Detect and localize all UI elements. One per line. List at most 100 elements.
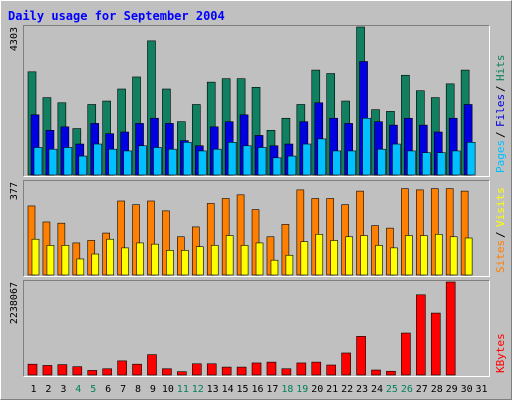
bar-sites-day-7 [117,200,125,276]
x-tick-label-day-26: 26 [401,384,413,395]
bar-kbytes-day-24 [371,369,381,376]
bar-kbytes-day-12 [191,363,202,376]
panel-1-side-label-sep-0: / [494,231,507,238]
bar-sites-day-10 [162,210,170,276]
bar-visits-day-18 [285,254,294,276]
bar-pages-day-19 [302,143,312,176]
bar-pages-day-9 [153,147,162,176]
bar-sites-day-17 [266,236,275,276]
bar-sites-day-18 [281,224,290,276]
bar-visits-day-19 [300,241,309,276]
panel-0-side-label-sep-0: / [494,131,507,138]
x-tick-label-day-5: 5 [90,384,96,395]
bar-kbytes-day-4 [72,366,83,376]
bar-kbytes-day-8 [132,363,142,376]
bar-visits-day-30 [464,237,473,276]
bar-kbytes-day-7 [117,360,127,376]
bar-sites-day-27 [416,189,424,276]
bar-pages-day-6 [108,148,117,176]
bar-kbytes-day-25 [386,370,396,376]
bar-kbytes-day-28 [430,312,441,376]
bar-sites-day-16 [251,209,260,276]
panel-2-border-light [23,280,490,377]
x-tick-label-day-4: 4 [75,384,81,395]
bar-pages-day-1 [33,147,43,176]
x-tick-label-day-25: 25 [386,384,398,395]
panel-1-side-label-visits: Visits [494,187,507,227]
bar-sites-day-26 [401,188,409,276]
bar-kbytes-day-9 [147,354,157,376]
bar-visits-day-23 [360,235,368,276]
chart-title: Daily usage for September 2004 [8,9,225,23]
x-tick-label-day-30: 30 [461,384,473,395]
bar-kbytes-day-26 [401,332,411,376]
bar-visits-day-28 [434,233,443,276]
x-tick-label-day-29: 29 [446,384,458,395]
bar-visits-day-29 [449,236,458,276]
panel-0-border-shadow [23,25,490,177]
bar-kbytes-day-27 [416,294,426,376]
x-tick-label-day-20: 20 [311,384,323,395]
bar-pages-day-18 [287,155,297,176]
bar-visits-day-17 [270,259,279,276]
bar-visits-day-1 [31,238,40,276]
bar-sites-day-9 [147,200,155,276]
bar-pages-day-25 [392,143,401,176]
bar-kbytes-day-16 [251,362,262,376]
bar-pages-day-27 [422,152,431,176]
bar-sites-day-21 [326,198,335,276]
bar-visits-day-13 [210,245,219,276]
bar-pages-day-21 [332,150,342,176]
bar-visits-day-16 [255,242,264,276]
bar-sites-day-19 [296,189,305,276]
x-tick-label-day-7: 7 [120,384,126,395]
x-tick-label-day-11: 11 [177,384,189,395]
bar-visits-day-9 [151,243,159,276]
bar-visits-day-20 [315,233,324,276]
bar-kbytes-day-17 [266,361,277,376]
x-tick-label-day-19: 19 [296,384,308,395]
bar-sites-day-28 [430,188,439,276]
x-tick-label-day-1: 1 [30,384,36,395]
panel-1-ymax-label: 377 [9,182,20,200]
bar-kbytes-day-21 [326,364,337,376]
x-tick-label-day-10: 10 [162,384,174,395]
x-tick-label-day-22: 22 [341,384,353,395]
bar-pages-day-14 [227,142,237,176]
bar-pages-day-23 [362,117,371,176]
x-tick-label-day-27: 27 [416,384,428,395]
bar-kbytes-day-29 [445,281,456,376]
bar-kbytes-day-1 [27,363,38,376]
bar-visits-day-27 [420,235,428,276]
panel-0-side-label-hits: Hits [494,55,507,82]
bar-pages-day-5 [93,143,103,176]
x-tick-label-day-9: 9 [150,384,156,395]
bar-sites-day-8 [132,204,140,276]
bar-pages-day-3 [63,147,73,176]
bar-kbytes-day-3 [57,364,68,376]
bar-kbytes-day-6 [102,368,112,376]
bar-visits-day-21 [330,240,339,276]
bar-pages-day-2 [48,148,58,176]
panel-2-border-shadow [23,280,490,377]
bar-visits-day-12 [195,246,204,276]
bar-sites-day-13 [206,203,215,276]
x-tick-label-day-13: 13 [207,384,219,395]
bar-visits-day-14 [225,235,234,276]
bar-kbytes-day-2 [42,365,53,376]
bar-pages-day-26 [407,150,416,176]
bar-pages-day-28 [436,152,446,176]
x-tick-label-day-15: 15 [237,384,249,395]
bar-visits-day-6 [106,238,114,276]
panel-0-side-label-pages: Pages [494,140,507,173]
bar-pages-day-22 [347,150,356,176]
x-tick-label-day-31: 31 [476,384,488,395]
bar-pages-day-20 [317,138,327,176]
x-tick-label-day-16: 16 [251,384,263,395]
bar-visits-day-5 [91,253,100,276]
bar-visits-day-22 [345,236,353,276]
panel-2-area [23,280,490,377]
panel-1-side-label-sites: Sites [494,240,507,273]
bar-visits-day-8 [136,242,144,276]
